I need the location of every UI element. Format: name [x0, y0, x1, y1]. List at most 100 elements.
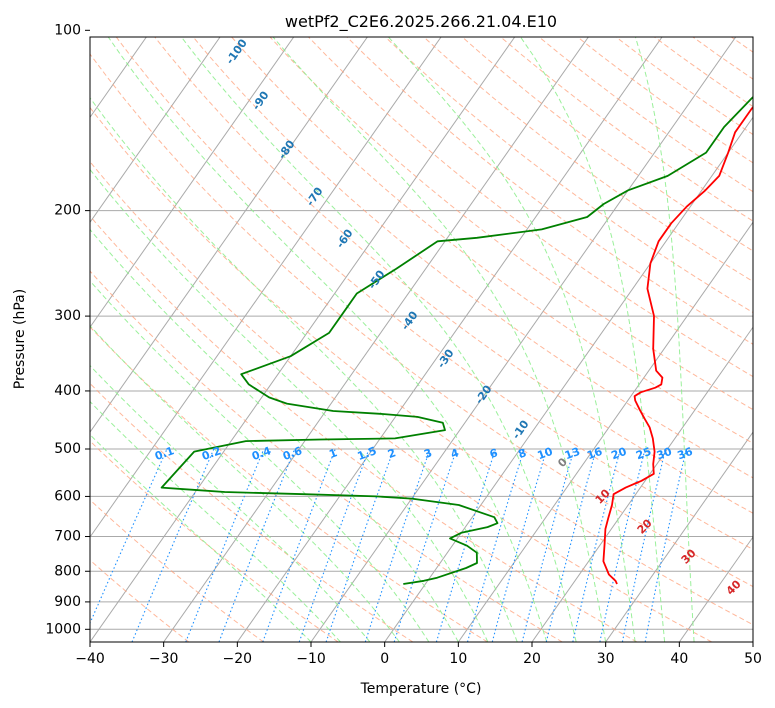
y-tick-label: 400 — [54, 383, 81, 399]
x-axis-label: Temperature (°C) — [360, 681, 482, 697]
x-tick-label: −30 — [149, 651, 179, 667]
x-tick-label: 40 — [670, 651, 688, 667]
dry-adiabat-line — [90, 215, 638, 642]
plot-frame — [89, 36, 754, 643]
mixing-ratio-line — [491, 448, 548, 642]
mixing-ratio-label: 36 — [676, 445, 695, 463]
moist-adiabat-line — [180, 37, 577, 642]
isotherm-line — [605, 431, 753, 642]
y-tick-label: 900 — [54, 594, 81, 610]
moist-adiabat-line — [272, 37, 607, 642]
moist-adiabat-line — [519, 37, 666, 642]
isobar-grid — [90, 210, 753, 630]
mixing-ratio-label: 13 — [563, 445, 582, 462]
mixing-ratio-line — [621, 448, 667, 642]
mixing-ratio-label: 20 — [610, 445, 629, 463]
y-axis-ticks: 100 200 300 400 500 600 700 800 900 1000 — [45, 22, 90, 637]
isotherm-line — [457, 221, 753, 642]
mixing-ratio-label: 6 — [488, 446, 500, 461]
x-tick-label: −20 — [223, 651, 253, 667]
x-tick-label: 10 — [449, 651, 467, 667]
mixing-ratio-line — [572, 448, 621, 642]
mixing-ratio-label: 8 — [516, 446, 528, 461]
chart-title: wetPf2_C2E6.2025.266.21.04.E10 — [285, 12, 557, 32]
mixing-ratio-label: 16 — [585, 445, 604, 463]
mixing-ratio-line — [393, 448, 458, 642]
mixing-ratio-line — [435, 448, 497, 642]
moist-adiabat-line — [90, 228, 459, 642]
dewpoint-line — [160, 95, 753, 585]
dry-adiabat-line — [154, 37, 753, 514]
mixing-ratio-label: 30 — [655, 445, 674, 463]
x-tick-label: 0 — [380, 651, 389, 667]
mixing-ratio-line — [545, 448, 597, 642]
y-tick-label: 500 — [54, 441, 81, 457]
mixing-ratio-label: 25 — [634, 445, 653, 462]
mixing-ratio-line — [466, 448, 525, 642]
y-tick-label: 300 — [54, 308, 81, 324]
x-tick-label: −10 — [296, 651, 326, 667]
isotherm-line — [90, 37, 295, 329]
isotherm-line — [384, 116, 753, 642]
moist-adiabat-line — [90, 400, 341, 642]
dry-adiabat-line — [90, 382, 414, 642]
moist-adiabat-line — [90, 433, 312, 642]
profile-series — [160, 95, 753, 585]
isotherm-line — [90, 37, 221, 224]
moist-adiabat-line — [90, 97, 518, 642]
isotherm-line — [678, 536, 753, 642]
mixing-ratio-line — [521, 448, 575, 642]
mixing-ratio-label: 0.1 — [153, 444, 176, 463]
x-tick-label: 30 — [597, 651, 615, 667]
mixing-ratio-line — [325, 448, 395, 642]
mixing-ratio-label: 10 — [536, 445, 555, 463]
mixing-ratio-label: 3 — [422, 446, 434, 461]
plot-area: -100-90-80-70-60-50-40-30-20-100.1 0.2 0.4… — [90, 37, 753, 642]
moist-adiabat-line — [107, 37, 548, 642]
isotherm-line — [236, 37, 663, 642]
moist-adiabat-line — [634, 37, 695, 642]
mixing-ratio-line — [298, 448, 370, 642]
mixing-ratio-label: 0.2 — [200, 444, 223, 463]
temperature-line — [602, 105, 753, 585]
dry-adiabat-line — [192, 37, 753, 479]
x-tick-label: 20 — [523, 651, 541, 667]
moist-adiabat-line — [387, 37, 636, 642]
mixing-ratio-line — [644, 448, 687, 642]
dry-adiabat-line — [90, 270, 563, 642]
x-axis-ticks: −40 −30 −20 −10 0 10 20 30 40 50 — [75, 642, 762, 667]
dry-adiabat-line — [90, 53, 753, 588]
x-tick-label: −40 — [75, 651, 105, 667]
y-tick-label: 700 — [54, 529, 81, 545]
mixing-ratio-line — [599, 448, 646, 642]
mixing-ratio-label: 0.4 — [250, 444, 273, 463]
mixing-ratio-lines — [90, 448, 687, 642]
y-tick-label: 800 — [54, 563, 81, 579]
y-tick-label: 100 — [54, 22, 81, 38]
y-axis-label: Pressure (hPa) — [12, 289, 28, 389]
mixing-ratio-label: 1.5 — [356, 444, 379, 463]
isotherm-line — [90, 37, 442, 538]
isotherm-line — [163, 37, 589, 642]
mixing-ratio-label: 2 — [386, 446, 398, 461]
mixing-ratio-label: 0.6 — [281, 444, 304, 463]
dry-adiabat-line — [90, 160, 712, 642]
isotherm-grid — [90, 37, 753, 642]
moist-adiabat-line — [90, 280, 430, 642]
moist-adiabat-line — [90, 364, 371, 642]
isotherm-line — [310, 37, 737, 642]
mixing-ratio-label: 1 — [327, 446, 339, 461]
mixing-ratio-line — [364, 448, 431, 642]
dry-adiabat-line — [90, 106, 753, 626]
y-tick-label: 600 — [54, 488, 81, 504]
dry-adiabat-line — [307, 37, 753, 378]
y-tick-label: 1000 — [45, 621, 81, 637]
dry-adiabat-line — [90, 326, 488, 642]
dry-adiabat-line — [90, 559, 190, 642]
x-tick-label: 50 — [744, 651, 762, 667]
y-tick-label: 200 — [54, 203, 81, 219]
moist-adiabat-line — [90, 168, 489, 642]
isotherm-line — [90, 37, 368, 433]
